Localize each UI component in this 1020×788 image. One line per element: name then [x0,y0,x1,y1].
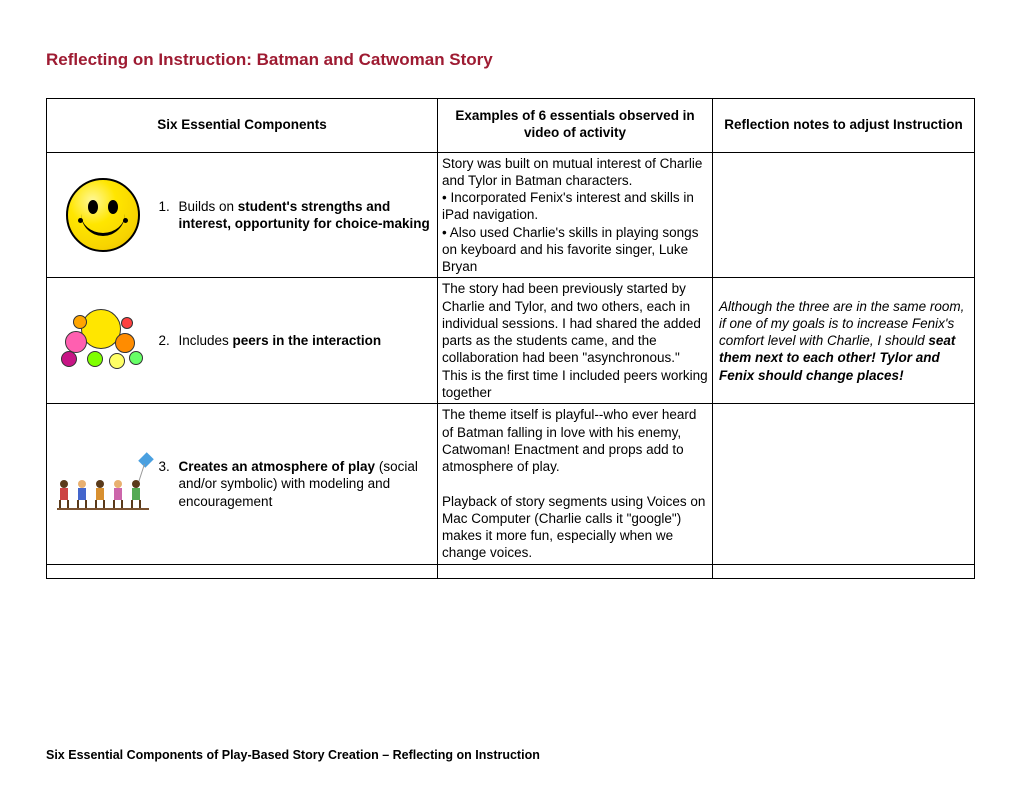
row2-comp-pre: Includes [179,333,233,348]
row3-comp-bold: Creates an atmosphere of play [179,459,376,474]
page-footer: Six Essential Components of Play-Based S… [46,748,540,762]
table-header-row: Six Essential Components Examples of 6 e… [47,99,975,153]
col-header-examples: Examples of 6 essentials observed in vid… [438,99,713,153]
row2-comp-bold: peers in the interaction [233,333,382,348]
row3-number: 3. [159,458,179,510]
page-title: Reflecting on Instruction: Batman and Ca… [46,50,974,70]
col-header-reflection: Reflection notes to adjust Instruction [713,99,975,153]
row1-icon-cell [47,152,159,278]
col-header-components: Six Essential Components [47,99,438,153]
row2-number: 2. [159,332,179,349]
row1-comp-pre: Builds on [179,199,238,214]
row2-component: 2. Includes peers in the interaction [159,278,438,404]
row3-icon-cell [47,404,159,564]
reflection-table: Six Essential Components Examples of 6 e… [46,98,975,579]
row3-reflection [713,404,975,564]
row2-reflection: Although the three are in the same room,… [713,278,975,404]
smiley-icon [66,178,140,252]
table-row: 2. Includes peers in the interaction The… [47,278,975,404]
group-faces-icon [59,307,147,375]
row1-reflection [713,152,975,278]
row1-example: Story was built on mutual interest of Ch… [438,152,713,278]
table-row: 1. Builds on student's strengths and int… [47,152,975,278]
row3-component: 3. Creates an atmosphere of play (social… [159,404,438,564]
row2-example: The story had been previously started by… [438,278,713,404]
row1-number: 1. [159,198,179,233]
kids-playing-icon [53,452,153,516]
row2-icon-cell [47,278,159,404]
row3-example: The theme itself is playful--who ever he… [438,404,713,564]
row1-component: 1. Builds on student's strengths and int… [159,152,438,278]
table-row: 3. Creates an atmosphere of play (social… [47,404,975,564]
table-spacer-row [47,564,975,578]
